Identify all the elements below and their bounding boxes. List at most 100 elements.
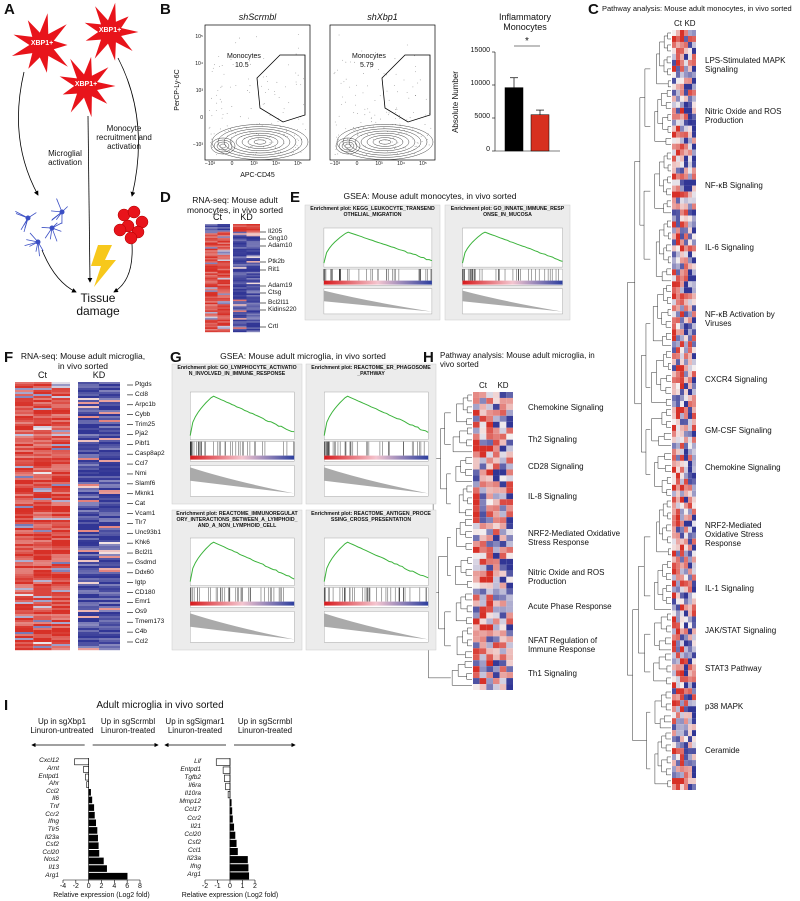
heatmap-cell <box>692 329 696 336</box>
heatmap-cell <box>672 95 676 102</box>
heatmap-cell <box>15 510 34 513</box>
microglia-branch <box>51 222 63 229</box>
flow-event <box>249 91 251 93</box>
heatmap-cell <box>680 185 684 192</box>
column-label: KD <box>684 19 696 28</box>
heatmap-cell <box>680 658 684 665</box>
heatmap-cell <box>506 541 513 547</box>
heatmap-cell <box>205 315 218 317</box>
heatmap-cell <box>78 554 99 557</box>
heatmap-cell <box>99 566 120 569</box>
heatmap-cell <box>33 614 52 617</box>
heatmap-cell <box>692 442 696 449</box>
heatmap-cell <box>506 666 513 673</box>
flow-event <box>337 153 339 155</box>
flow-event <box>220 86 222 88</box>
gene-label: Slamf6 <box>135 479 156 487</box>
heatmap-cell <box>233 310 247 313</box>
heatmap-cell <box>51 422 70 425</box>
category-label: Arg1 <box>45 871 59 879</box>
heatmap-cell <box>676 239 680 246</box>
heatmap-cell <box>78 580 99 583</box>
flow-event <box>395 112 397 113</box>
heatmap-cell <box>676 161 680 168</box>
heatmap-cell <box>672 179 676 186</box>
heatmap-cell <box>51 648 70 651</box>
heatmap-cell <box>692 778 696 785</box>
heatmap-cell <box>246 285 260 288</box>
bar <box>229 864 249 872</box>
flow-event <box>211 138 212 140</box>
heatmap-cell <box>51 520 70 523</box>
heatmap-cell <box>99 496 120 499</box>
heatmap-cell <box>692 269 696 276</box>
heatmap-cell <box>499 427 507 434</box>
heatmap-cell <box>479 666 487 673</box>
heatmap-cell <box>684 221 688 228</box>
heatmap-cell <box>486 624 493 631</box>
heatmap-cell <box>51 578 70 581</box>
heatmap-cell <box>99 488 120 491</box>
flow-event <box>374 114 376 116</box>
heatmap-cell <box>692 772 696 779</box>
heatmap-cell <box>246 311 260 314</box>
heatmap-cell <box>506 630 513 637</box>
heatmap-cell <box>99 560 120 563</box>
heatmap-cell <box>493 409 500 416</box>
heatmap-cell <box>51 438 70 441</box>
flow-event <box>246 127 248 129</box>
direction-label: Up in sgXbp1 Linuron-untreated <box>30 717 94 735</box>
heatmap-cell <box>15 458 34 461</box>
heatmap-cell <box>99 602 120 605</box>
heatmap-cell <box>479 493 487 500</box>
heatmap-cell <box>676 466 680 473</box>
heatmap-cell <box>51 518 70 521</box>
heatmap-cell <box>499 552 507 559</box>
heatmap-cell <box>33 640 52 643</box>
heatmap-cell <box>672 460 676 467</box>
heatmap-cell <box>688 281 692 288</box>
heatmap-cell <box>692 754 696 761</box>
flow-event <box>249 145 251 147</box>
heatmap-cell <box>78 432 99 435</box>
heatmap-cell <box>680 424 684 431</box>
heatmap-cell <box>33 420 52 423</box>
gene-label: Ccl7 <box>135 460 149 468</box>
flow-event <box>288 64 289 66</box>
heatmap-cell <box>473 463 480 470</box>
heatmap-cell <box>99 450 120 453</box>
heatmap-cell <box>684 227 688 234</box>
heatmap-cell <box>246 274 260 277</box>
heatmap-cell <box>51 638 70 641</box>
heatmap-cell <box>217 231 230 234</box>
flow-event <box>257 142 258 144</box>
heatmap-cell <box>99 648 120 651</box>
heatmap-cell <box>680 179 684 186</box>
x-tick-label: 2 <box>253 883 257 890</box>
flow-event <box>221 117 223 119</box>
category-label: Ccl20 <box>42 848 59 856</box>
heatmap-cell <box>692 77 696 84</box>
heatmap-cell <box>51 390 70 393</box>
heatmap-cell <box>692 47 696 54</box>
heatmap-cell <box>684 592 688 599</box>
heatmap-cell <box>99 486 120 489</box>
heatmap-cell <box>78 540 99 543</box>
heatmap-cell <box>99 508 120 511</box>
heatmap-cell <box>493 636 500 643</box>
flow-event <box>352 127 354 128</box>
heatmap-cell <box>688 676 692 683</box>
heatmap-cell <box>692 448 696 455</box>
heatmap-cell <box>676 430 680 437</box>
heatmap-cell <box>688 59 692 66</box>
flow-event <box>412 86 414 88</box>
heatmap-cell <box>688 125 692 132</box>
heatmap-cell <box>99 394 120 397</box>
category-label: Ccl20 <box>184 830 201 838</box>
heatmap-cell <box>33 402 52 405</box>
heatmap-cell <box>680 269 684 276</box>
heatmap-cell <box>676 748 680 755</box>
heatmap-cell <box>99 528 120 531</box>
heatmap-cell <box>205 319 218 322</box>
heatmap-cell <box>78 426 99 429</box>
